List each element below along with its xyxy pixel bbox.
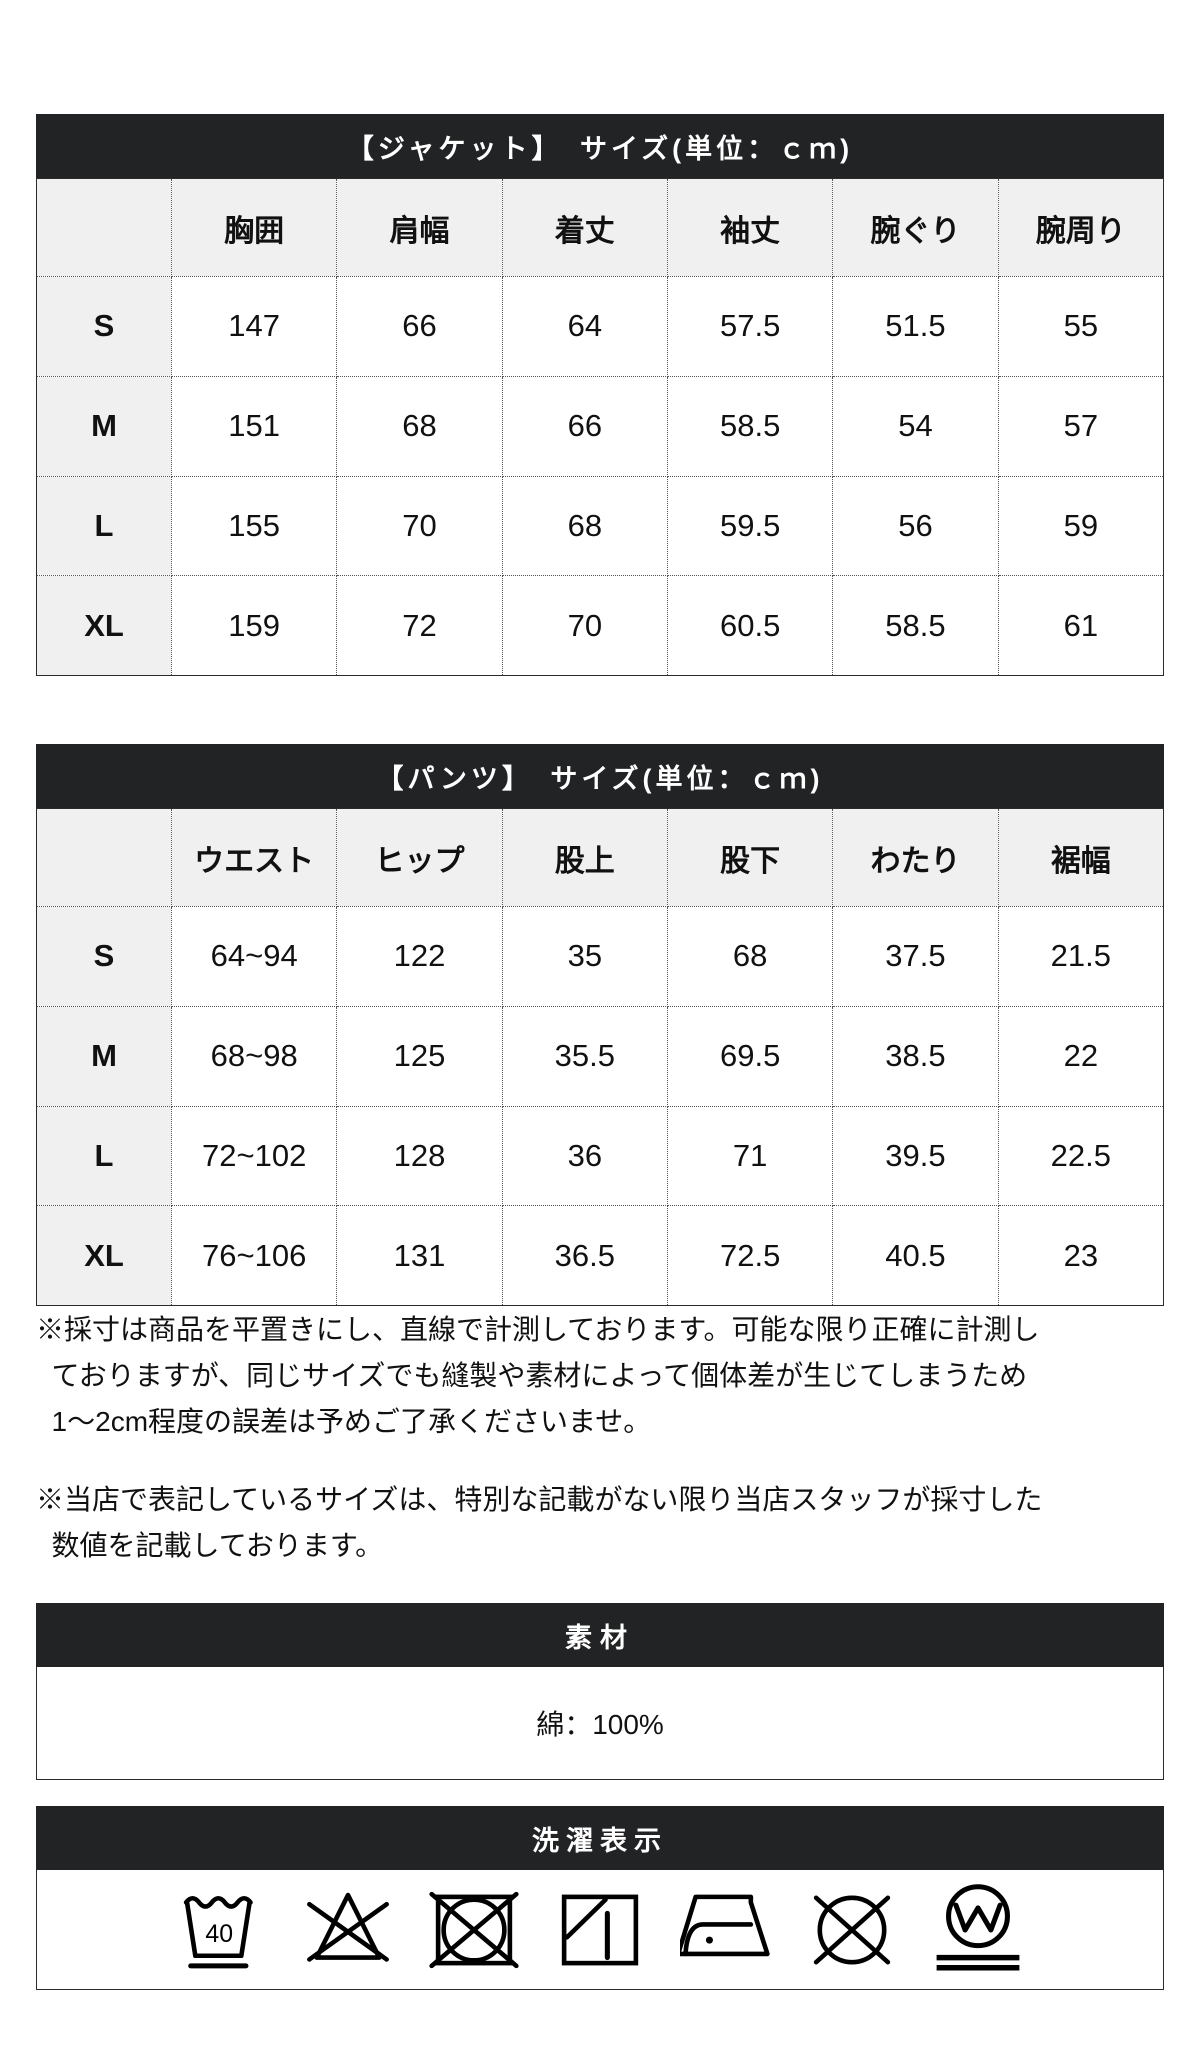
svg-text:40: 40	[205, 1920, 233, 1947]
